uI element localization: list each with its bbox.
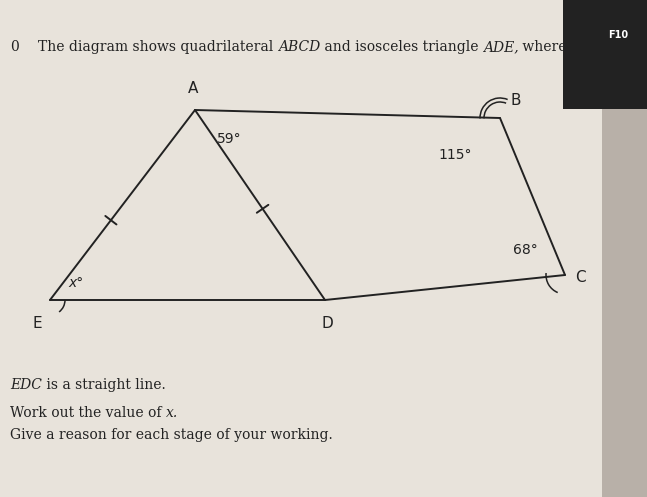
- Text: AD.: AD.: [612, 40, 637, 54]
- Text: 0: 0: [10, 40, 19, 54]
- Text: F10: F10: [608, 30, 628, 40]
- Bar: [563, 0, 647, 109]
- Text: EDC: EDC: [10, 378, 42, 392]
- Text: AE: AE: [571, 40, 591, 54]
- Text: x.: x.: [166, 406, 178, 420]
- Text: D: D: [321, 316, 333, 331]
- Text: where: where: [518, 40, 571, 54]
- Text: ADE,: ADE,: [483, 40, 518, 54]
- Text: A: A: [188, 81, 198, 96]
- Text: C: C: [575, 269, 586, 284]
- Text: and isosceles triangle: and isosceles triangle: [320, 40, 483, 54]
- Text: Give a reason for each stage of your working.: Give a reason for each stage of your wor…: [10, 428, 333, 442]
- Text: Work out the value of: Work out the value of: [10, 406, 166, 420]
- Text: is a straight line.: is a straight line.: [42, 378, 166, 392]
- Text: 68°: 68°: [513, 243, 538, 257]
- Text: B: B: [510, 93, 520, 108]
- Text: 59°: 59°: [217, 132, 241, 146]
- Text: E: E: [32, 316, 42, 331]
- Text: The diagram shows quadrilateral: The diagram shows quadrilateral: [38, 40, 278, 54]
- Text: ABCD: ABCD: [278, 40, 320, 54]
- Text: 115°: 115°: [438, 148, 472, 162]
- Text: x°: x°: [68, 276, 83, 290]
- Text: =: =: [591, 40, 612, 54]
